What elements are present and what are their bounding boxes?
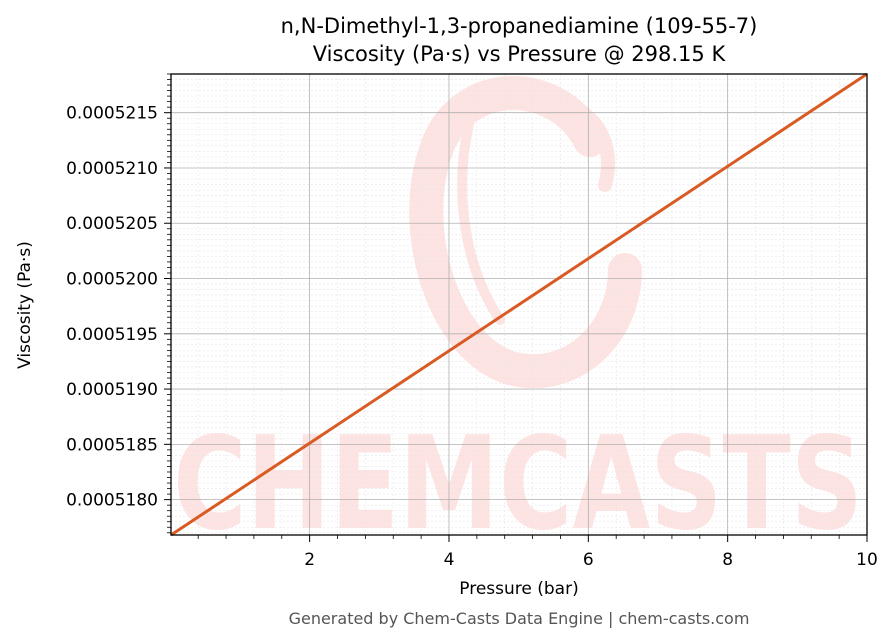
y-axis-label: Viscosity (Pa·s) <box>15 241 35 369</box>
chart-subtitle: Viscosity (Pa·s) vs Pressure @ 298.15 K <box>313 42 727 66</box>
y-tick-label: 0.0005215 <box>66 104 158 124</box>
minor-grid <box>171 73 867 535</box>
x-axis-ticks: 2 4 6 8 10 <box>197 535 878 570</box>
x-tick-label: 6 <box>583 550 594 570</box>
y-axis-ticks: 0.0005180 0.0005185 0.0005190 0.0005195 0.00… <box>66 73 171 534</box>
watermark-text: CHEMCASTS <box>173 410 863 559</box>
y-tick-label: 0.0005200 <box>66 270 158 290</box>
major-grid <box>171 74 868 535</box>
x-tick-label: 4 <box>444 550 455 570</box>
plot-frame <box>170 73 868 536</box>
viscosity-series-line <box>170 72 868 537</box>
footer-credit: Generated by Chem-Casts Data Engine | ch… <box>289 609 750 628</box>
x-tick-label: 2 <box>304 550 315 570</box>
x-axis-label: Pressure (bar) <box>459 579 578 599</box>
watermark: CHEMCASTS <box>173 76 863 559</box>
y-tick-label: 0.0005180 <box>66 491 158 511</box>
y-tick-label: 0.0005210 <box>66 159 158 179</box>
x-tick-label: 10 <box>856 550 878 570</box>
y-tick-label: 0.0005195 <box>66 325 158 345</box>
x-tick-label: 8 <box>722 550 733 570</box>
y-tick-label: 0.0005190 <box>66 380 158 400</box>
chart-title: n,N-Dimethyl-1,3-propanediamine (109-55-… <box>281 14 758 38</box>
series-layer <box>170 72 868 537</box>
y-tick-label: 0.0005205 <box>66 214 158 234</box>
y-tick-label: 0.0005185 <box>66 435 158 455</box>
